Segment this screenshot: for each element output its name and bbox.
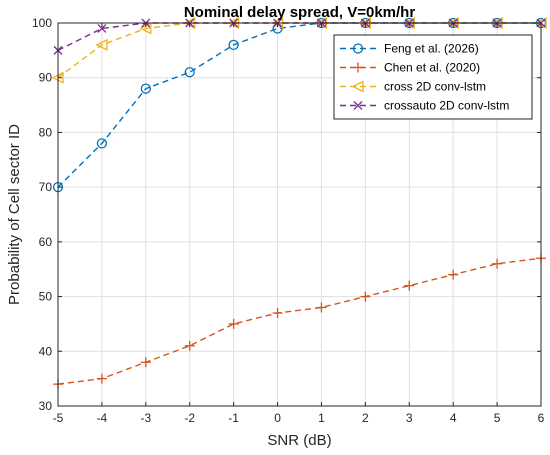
data-point-circle <box>140 83 151 94</box>
y-tick-label: 80 <box>39 125 53 139</box>
x-tick-label: 2 <box>362 411 369 425</box>
data-point-circle <box>352 43 364 54</box>
y-tick-label: 70 <box>39 180 53 194</box>
data-point-plus <box>184 340 195 351</box>
x-tick-label: -3 <box>140 411 151 425</box>
data-point-plus <box>140 357 151 368</box>
x-tick-label: 6 <box>538 411 545 425</box>
x-tick-label: 1 <box>318 411 325 425</box>
plot-frame <box>57 22 542 407</box>
data-point-plus <box>96 373 107 384</box>
data-point-plus <box>360 291 371 302</box>
legend-label: cross 2D conv-lstm <box>384 80 486 94</box>
x-tick-label: 0 <box>274 411 281 425</box>
legend-label: Chen et al. (2020) <box>384 61 480 75</box>
data-point-circle <box>228 39 239 51</box>
legend-item: crossauto 2D conv-lstm <box>340 99 509 113</box>
x-tick-label: -5 <box>53 411 64 425</box>
y-axis-label: Probability of Cell sector ID <box>6 124 23 305</box>
legend-box <box>333 34 533 120</box>
legend-item: Feng et al. (2026) <box>340 42 479 56</box>
data-point-plus <box>353 62 363 73</box>
data-point-circle <box>184 67 195 78</box>
axis-ticks: -5 -4 -3 -2 -1 0 1 2 3 4 5 6 30 40 50 60 70 80 90 100 <box>32 16 545 425</box>
y-tick-label: 30 <box>39 399 53 413</box>
y-tick-label: 50 <box>39 290 53 304</box>
y-tick-label: 40 <box>39 344 53 358</box>
series-line <box>57 257 542 385</box>
legend: Feng et al. (2026) Chen et al. (2020) cros… <box>333 34 533 120</box>
data-point-plus <box>404 280 415 291</box>
data-point-triangle <box>351 80 364 93</box>
x-tick-label: 5 <box>494 411 501 425</box>
data-point-plus <box>228 318 239 329</box>
x-axis-label: SNR (dB) <box>267 432 331 449</box>
data-point-plus <box>316 302 327 313</box>
series-line <box>57 22 541 51</box>
legend-item: cross 2D conv-lstm <box>340 80 486 94</box>
data-point-circle <box>96 138 108 149</box>
x-tick-label: -2 <box>184 411 195 425</box>
y-tick-label: 100 <box>32 16 52 30</box>
x-tick-label: -4 <box>97 411 108 425</box>
data-point-plus <box>272 307 283 318</box>
data-point-triangle <box>95 38 108 51</box>
x-tick-label: 3 <box>406 411 413 425</box>
x-tick-label: -1 <box>228 411 239 425</box>
y-tick-label: 90 <box>39 71 53 85</box>
data-point-x <box>353 101 363 110</box>
x-tick-label: 4 <box>450 411 457 425</box>
legend-label: Feng et al. (2026) <box>384 42 479 56</box>
data-point-plus <box>448 269 459 280</box>
chart-title: Nominal delay spread, V=0km/hr <box>184 4 416 21</box>
legend-item: Chen et al. (2020) <box>340 61 480 75</box>
data-point-plus <box>492 258 503 269</box>
legend-label: crossauto 2D conv-lstm <box>384 99 509 113</box>
y-tick-label: 60 <box>39 235 53 249</box>
data-point-x <box>97 24 107 33</box>
